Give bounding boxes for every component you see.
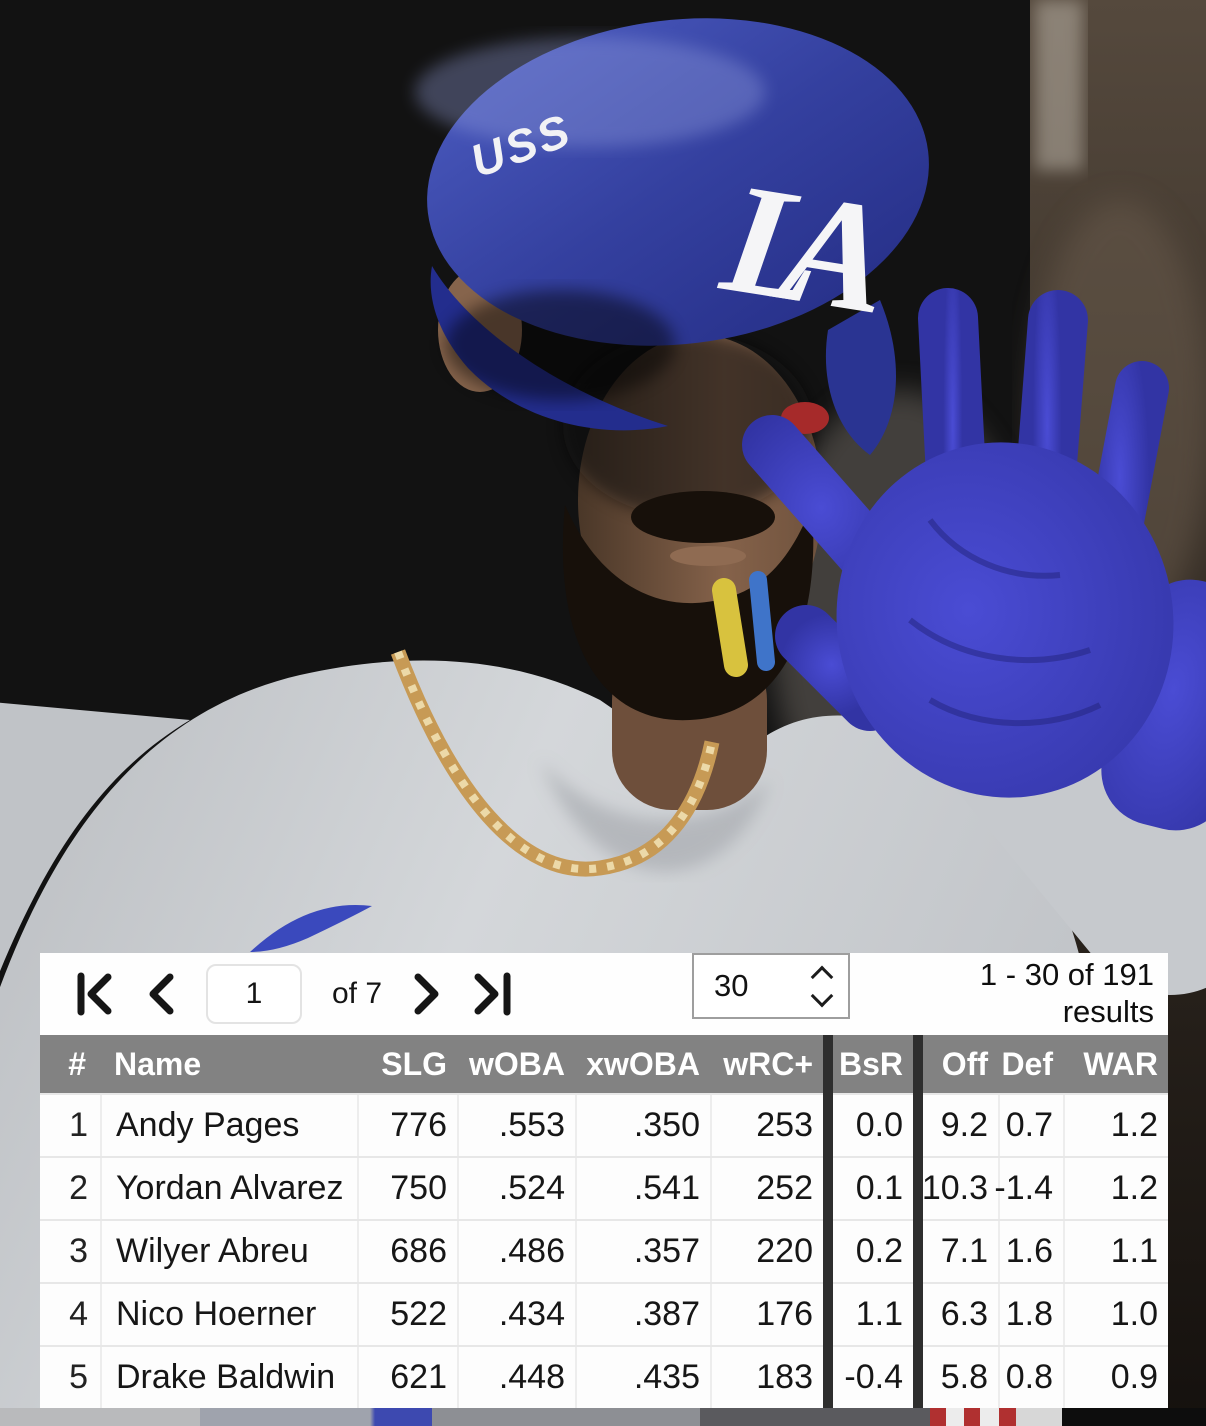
stats-panel: of 7 30 1 - 30 of 1 — [40, 953, 1168, 1408]
header-bsr[interactable]: BsR — [838, 1045, 903, 1082]
cell-off: 5.8 — [940, 1358, 988, 1396]
header-rank[interactable]: # — [68, 1045, 86, 1082]
cell-slg: 750 — [357, 1158, 457, 1219]
table-header-row: # Name SLG wOBA xwOBA wRC+ BsR Off Def W… — [40, 1035, 1168, 1093]
cell-xwoba: .357 — [575, 1221, 710, 1282]
last-page-button[interactable] — [472, 971, 514, 1017]
header-def[interactable]: Def — [1001, 1045, 1053, 1082]
bottom-photo-strip — [0, 1408, 1206, 1426]
first-page-button[interactable] — [74, 971, 116, 1017]
cell-bsr: 0.0 — [855, 1106, 903, 1144]
cell-xwoba: .387 — [575, 1284, 710, 1345]
cell-slg: 686 — [357, 1221, 457, 1282]
cell-rank: 1 — [69, 1106, 88, 1144]
cell-slg: 522 — [357, 1284, 457, 1345]
table-row: 5 Drake Baldwin 621 .448 .435 183 -0.4 5… — [40, 1345, 1168, 1408]
cell-slg: 621 — [357, 1347, 457, 1408]
cell-war: 1.2 — [1063, 1158, 1168, 1219]
cell-wrc: 253 — [710, 1095, 823, 1156]
header-wrc[interactable]: wRC+ — [723, 1045, 813, 1082]
cell-bsr: -0.4 — [844, 1358, 903, 1396]
cell-woba: .486 — [457, 1221, 575, 1282]
cell-off: 9.2 — [940, 1106, 988, 1144]
header-name[interactable]: Name — [114, 1045, 202, 1082]
cell-rank: 2 — [69, 1169, 88, 1207]
cell-war: 0.9 — [1063, 1347, 1168, 1408]
cell-woba: .524 — [457, 1158, 575, 1219]
cell-slg: 776 — [357, 1095, 457, 1156]
first-page-icon — [77, 972, 112, 1016]
table-row: 1 Andy Pages 776 .553 .350 253 0.0 9.2 0… — [40, 1093, 1168, 1156]
cell-war: 1.2 — [1063, 1095, 1168, 1156]
cell-woba: .434 — [457, 1284, 575, 1345]
cell-def: 0.7 — [998, 1095, 1063, 1156]
cell-off: 10.3 — [921, 1169, 988, 1207]
header-war[interactable]: WAR — [1083, 1045, 1158, 1082]
cell-xwoba: .435 — [575, 1347, 710, 1408]
cell-rank: 5 — [69, 1358, 88, 1396]
cell-def: -1.4 — [994, 1158, 1063, 1219]
cell-rank: 3 — [69, 1232, 88, 1270]
header-xwoba[interactable]: xwOBA — [586, 1045, 700, 1082]
nike-swoosh-icon — [250, 904, 372, 952]
cell-player-name[interactable]: Drake Baldwin — [100, 1347, 357, 1408]
cell-wrc: 252 — [710, 1158, 823, 1219]
last-page-icon — [474, 972, 511, 1016]
prev-page-button[interactable] — [146, 971, 176, 1017]
cell-def: 1.8 — [998, 1284, 1063, 1345]
pagination-controls: of 7 — [40, 953, 1168, 1035]
cell-bsr: 1.1 — [855, 1295, 903, 1333]
cell-bsr: 0.1 — [855, 1169, 903, 1207]
results-word: results — [1062, 994, 1154, 1029]
results-summary: 1 - 30 of 191 results — [980, 956, 1154, 1030]
header-off[interactable]: Off — [941, 1045, 988, 1082]
cell-wrc: 183 — [710, 1347, 823, 1408]
cell-player-name[interactable]: Andy Pages — [100, 1095, 357, 1156]
header-slg[interactable]: SLG — [381, 1045, 447, 1082]
chevron-right-icon — [414, 973, 439, 1015]
table-row: 4 Nico Hoerner 522 .434 .387 176 1.1 6.3… — [40, 1282, 1168, 1345]
cell-xwoba: .541 — [575, 1158, 710, 1219]
cell-woba: .553 — [457, 1095, 575, 1156]
cell-off: 6.3 — [940, 1295, 988, 1333]
cell-woba: .448 — [457, 1347, 575, 1408]
next-page-button[interactable] — [412, 971, 442, 1017]
table-row: 2 Yordan Alvarez 750 .524 .541 252 0.1 1… — [40, 1156, 1168, 1219]
page-size-value: 30 — [714, 968, 749, 1003]
cell-wrc: 220 — [710, 1221, 823, 1282]
header-woba[interactable]: wOBA — [469, 1045, 565, 1082]
cell-bsr: 0.2 — [855, 1232, 903, 1270]
cell-xwoba: .350 — [575, 1095, 710, 1156]
cell-player-name[interactable]: Nico Hoerner — [100, 1284, 357, 1345]
page-number-input[interactable] — [206, 964, 302, 1024]
cell-rank: 4 — [69, 1295, 88, 1333]
table-toolbar: of 7 30 1 - 30 of 1 — [40, 953, 1168, 1035]
cell-player-name[interactable]: Yordan Alvarez — [100, 1158, 357, 1219]
page-size-select[interactable]: 30 — [692, 953, 850, 1019]
results-range: 1 - 30 of 191 — [979, 957, 1154, 992]
cell-def: 1.6 — [998, 1221, 1063, 1282]
cell-wrc: 176 — [710, 1284, 823, 1345]
cell-player-name[interactable]: Wilyer Abreu — [100, 1221, 357, 1282]
page-count-label: of 7 — [332, 977, 383, 1010]
updown-chevron-icon — [810, 965, 834, 1007]
cell-off: 7.1 — [940, 1232, 988, 1270]
chevron-left-icon — [149, 973, 174, 1015]
table-row: 3 Wilyer Abreu 686 .486 .357 220 0.2 7.1… — [40, 1219, 1168, 1282]
cell-def: 0.8 — [998, 1347, 1063, 1408]
group-divider-bar — [823, 1035, 833, 1408]
cell-war: 1.0 — [1063, 1284, 1168, 1345]
cell-war: 1.1 — [1063, 1221, 1168, 1282]
group-divider-bar — [913, 1035, 923, 1408]
